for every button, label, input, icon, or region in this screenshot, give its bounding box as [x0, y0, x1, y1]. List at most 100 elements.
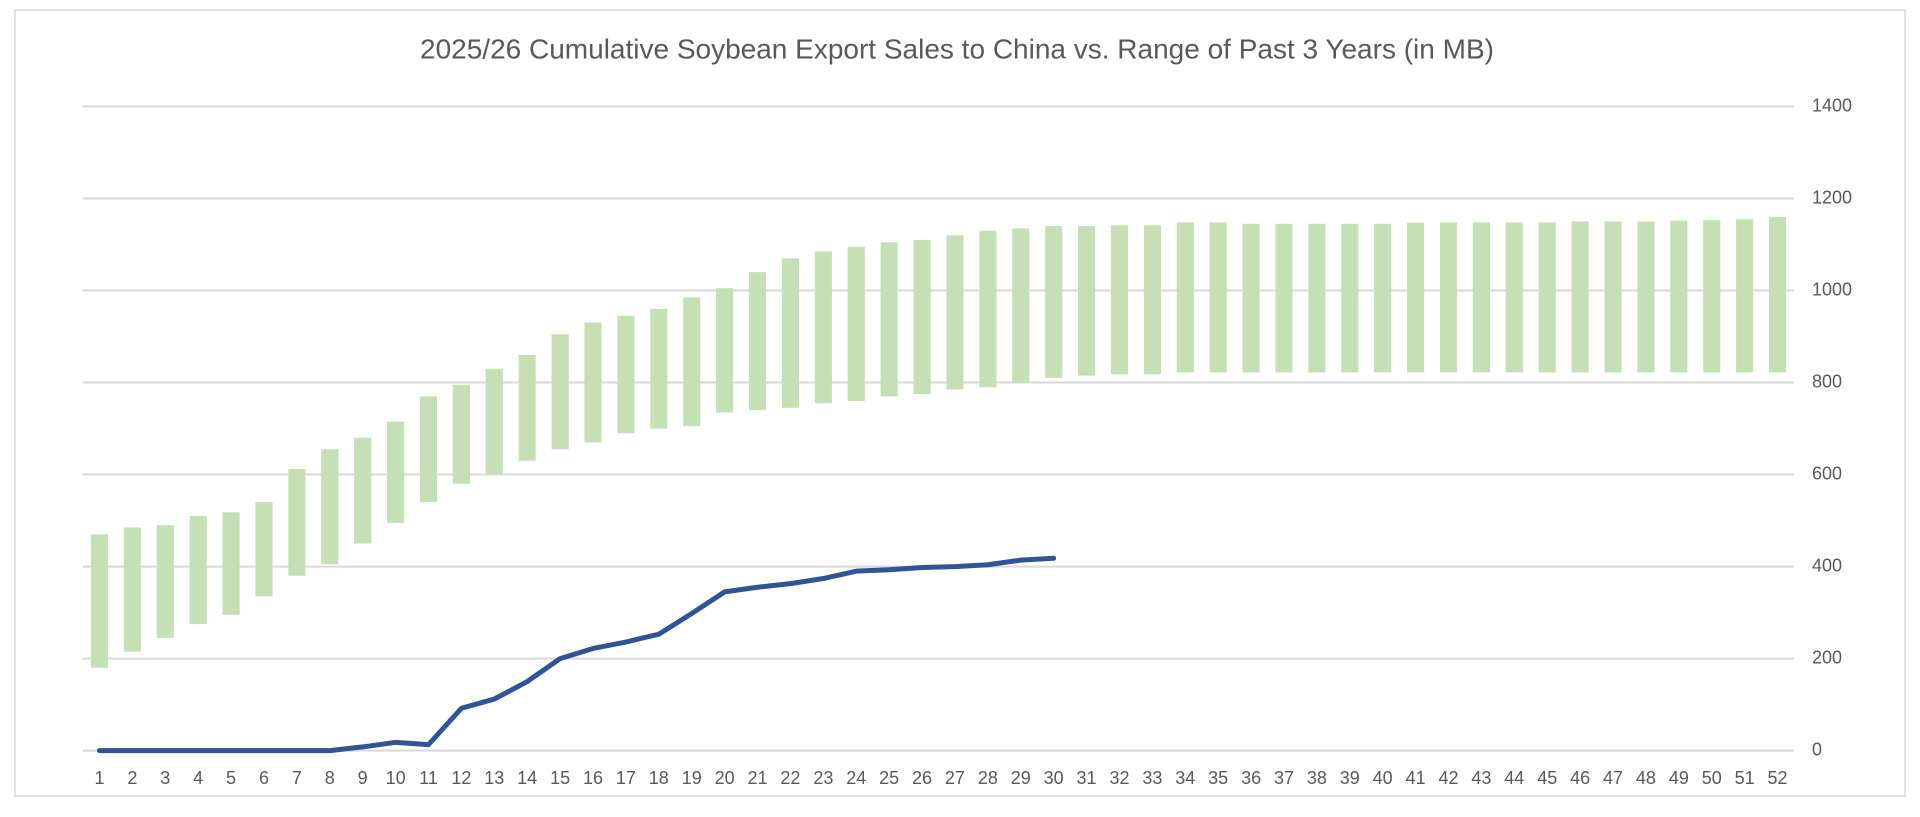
x-tick-label: 31 [1077, 768, 1097, 788]
x-tick-label: 8 [325, 768, 335, 788]
x-tick-label: 30 [1044, 768, 1064, 788]
range-bar [1341, 223, 1359, 373]
x-tick-label: 3 [160, 768, 170, 788]
y-tick-label: 1200 [1812, 187, 1852, 207]
x-tick-label: 45 [1537, 768, 1557, 788]
x-tick-label: 51 [1735, 768, 1755, 788]
range-bar [1078, 226, 1096, 376]
x-tick-label: 9 [358, 768, 368, 788]
x-tick-label: 5 [226, 768, 236, 788]
range-bar [387, 421, 405, 523]
range-bar [617, 315, 635, 434]
range-bar [1407, 222, 1425, 373]
range-bar [321, 449, 339, 565]
x-tick-label: 12 [451, 768, 471, 788]
x-tick-label: 49 [1669, 768, 1689, 788]
y-tick-label: 0 [1812, 739, 1822, 759]
x-tick-label: 21 [748, 768, 768, 788]
range-bar [1768, 216, 1787, 373]
x-tick-label: 43 [1471, 768, 1491, 788]
x-tick-label: 17 [616, 768, 636, 788]
range-bar [1209, 222, 1227, 373]
x-tick-label: 10 [386, 768, 406, 788]
range-bar [1045, 226, 1063, 378]
y-tick-label: 1400 [1812, 95, 1852, 115]
range-bar [123, 527, 141, 652]
range-bar [946, 235, 964, 390]
x-tick-label: 33 [1142, 768, 1162, 788]
range-bar [1604, 221, 1622, 373]
range-bar [584, 322, 602, 443]
x-tick-label: 42 [1438, 768, 1458, 788]
range-bar [189, 515, 207, 625]
range-bar [1472, 222, 1490, 373]
range-bar [650, 308, 668, 429]
x-tick-label: 6 [259, 768, 269, 788]
x-tick-label: 46 [1570, 768, 1590, 788]
range-bar [1505, 222, 1523, 373]
y-tick-label: 400 [1812, 555, 1842, 575]
x-tick-label: 38 [1307, 768, 1327, 788]
x-tick-label: 24 [846, 768, 866, 788]
x-tick-label: 41 [1406, 768, 1426, 788]
range-bar [716, 288, 734, 413]
range-bar [781, 258, 799, 408]
x-tick-label: 15 [550, 768, 570, 788]
chart-border [14, 9, 1906, 797]
x-tick-label: 22 [780, 768, 800, 788]
range-bar [1736, 219, 1754, 373]
range-bar [1012, 228, 1030, 383]
y-tick-label: 600 [1812, 463, 1842, 483]
range-bar [1242, 223, 1260, 373]
range-bar [222, 512, 240, 615]
range-bar [1374, 223, 1392, 373]
x-tick-label: 28 [978, 768, 998, 788]
range-bar [748, 272, 767, 411]
x-tick-label: 13 [484, 768, 504, 788]
y-tick-label: 800 [1812, 371, 1842, 391]
x-tick-label: 48 [1636, 768, 1656, 788]
x-tick-label: 34 [1175, 768, 1195, 788]
x-tick-label: 29 [1011, 768, 1031, 788]
range-bar [1670, 220, 1688, 373]
range-bar [485, 368, 503, 475]
line [96, 555, 1057, 754]
range-bar [255, 502, 273, 597]
range-bar [1143, 225, 1161, 375]
x-tick-label: 40 [1373, 768, 1393, 788]
range-bar [1439, 222, 1458, 373]
range-bar [847, 246, 865, 401]
x-tick-label: 37 [1274, 768, 1294, 788]
range-bar [452, 384, 470, 484]
range-bar [814, 251, 832, 404]
x-tick-label: 18 [649, 768, 669, 788]
range-bar [156, 525, 174, 638]
x-tick-label: 11 [419, 768, 438, 788]
x-tick-label: 4 [193, 768, 203, 788]
range-bar [1275, 223, 1293, 373]
range-bar [419, 396, 438, 503]
x-tick-label: 36 [1241, 768, 1261, 788]
x-tick-label: 32 [1109, 768, 1129, 788]
range-bar [1538, 222, 1556, 373]
x-tick-label: 26 [912, 768, 932, 788]
x-tick-label: 19 [682, 768, 702, 788]
range-bar [1308, 223, 1326, 373]
range-bar [1110, 225, 1129, 375]
x-tick-label: 2 [127, 768, 137, 788]
range-bar [1571, 221, 1589, 373]
range-bar [979, 230, 997, 388]
range-bar [1703, 220, 1721, 373]
x-tick-label: 20 [715, 768, 735, 788]
range-bar [913, 239, 931, 395]
x-tick-label: 27 [945, 768, 965, 788]
x-tick-label: 25 [879, 768, 899, 788]
range-bar [288, 469, 306, 576]
x-tick-label: 1 [94, 768, 104, 788]
x-tick-label: 16 [583, 768, 603, 788]
range-bar [880, 242, 898, 397]
range-bar [518, 354, 536, 461]
range-bar [551, 334, 569, 450]
range-bar [683, 297, 701, 427]
